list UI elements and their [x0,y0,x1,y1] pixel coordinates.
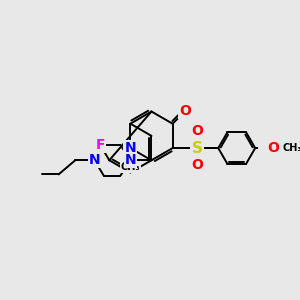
Text: O: O [191,124,203,138]
Text: CH₃: CH₃ [121,162,140,172]
Text: O: O [191,158,203,172]
Text: CH₃: CH₃ [282,143,300,153]
Text: F: F [95,138,105,152]
Text: O: O [179,104,191,118]
Text: N: N [89,153,100,167]
Text: S: S [191,141,203,156]
Text: N: N [124,153,136,167]
Text: N: N [124,141,136,155]
Text: O: O [267,141,279,155]
